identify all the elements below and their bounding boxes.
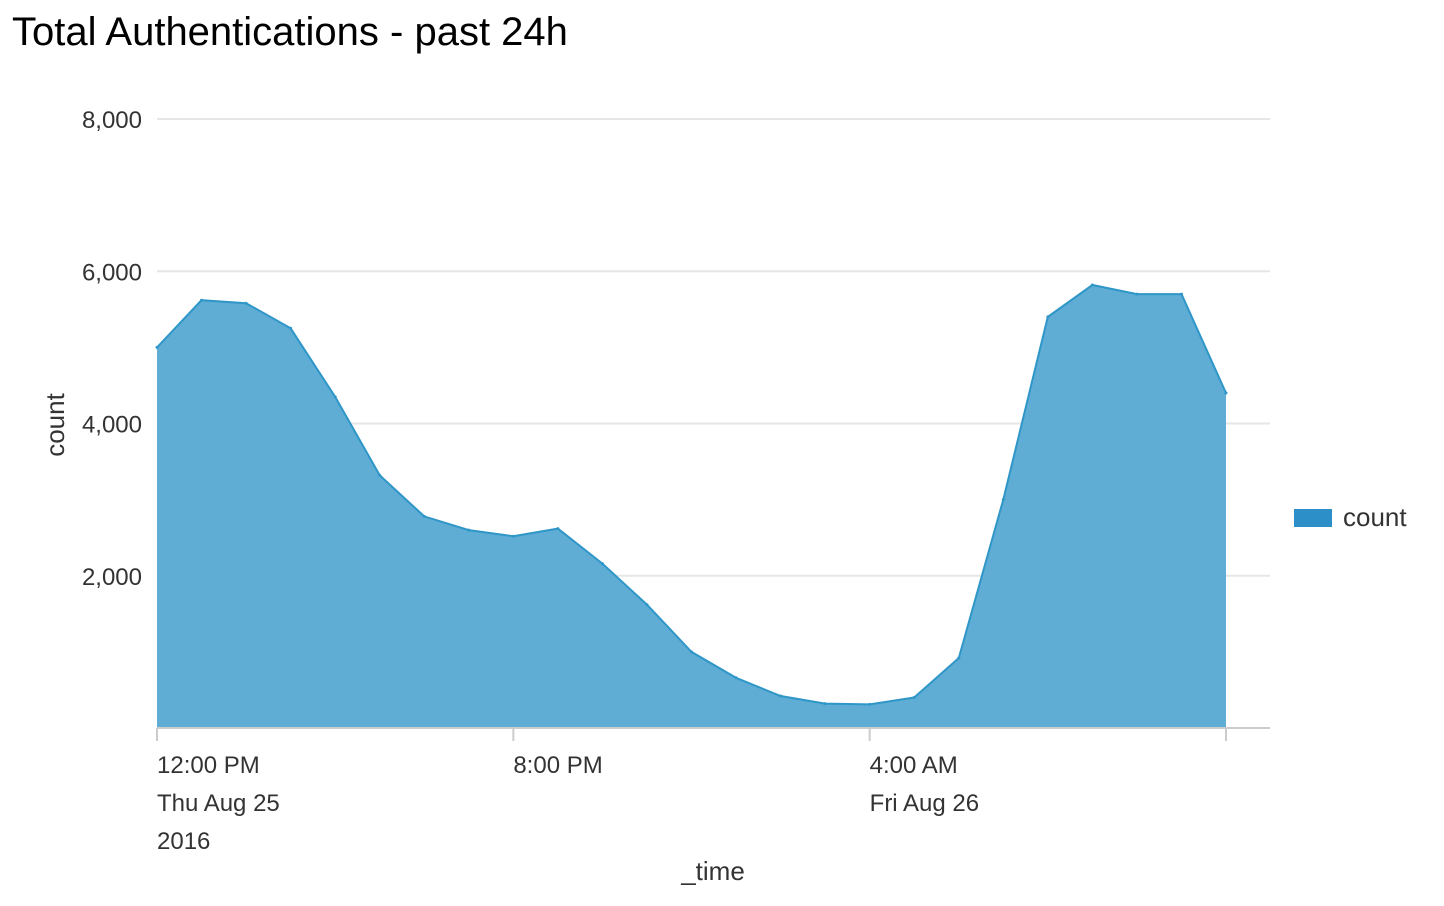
- y-axis-title: count: [40, 392, 70, 456]
- data-point-2: [245, 302, 248, 305]
- data-point-14: [779, 695, 782, 698]
- x-tick-label-0-2: 2016: [157, 828, 210, 855]
- x-tick-label-1-0: 8:00 PM: [513, 752, 602, 779]
- data-point-16: [868, 703, 871, 706]
- data-point-10: [601, 562, 604, 565]
- data-point-23: [1180, 293, 1183, 296]
- x-axis-title: _time: [680, 856, 745, 886]
- x-tick-label-0-1: Thu Aug 25: [157, 790, 280, 817]
- data-point-21: [1091, 284, 1094, 287]
- legend-swatch-count: [1294, 509, 1332, 527]
- y-tick-label-2000: 2,000: [82, 564, 142, 591]
- data-point-20: [1046, 315, 1049, 318]
- data-point-7: [467, 529, 470, 532]
- data-point-19: [1002, 498, 1005, 501]
- data-point-8: [512, 535, 515, 538]
- y-tick-label-6000: 6,000: [82, 259, 142, 286]
- y-tick-label-4000: 4,000: [82, 412, 142, 439]
- data-point-0: [156, 346, 159, 349]
- data-point-3: [289, 327, 292, 330]
- data-point-9: [556, 527, 559, 530]
- plot-area: [156, 284, 1228, 729]
- data-point-24: [1225, 392, 1228, 395]
- data-point-12: [690, 650, 693, 653]
- data-point-6: [423, 515, 426, 518]
- data-point-4: [334, 395, 337, 398]
- data-point-17: [913, 696, 916, 699]
- x-tick-label-2-1: Fri Aug 26: [870, 790, 979, 817]
- data-point-18: [957, 657, 960, 660]
- legend[interactable]: count: [1294, 502, 1407, 532]
- data-point-5: [378, 474, 381, 477]
- legend-label-count: count: [1343, 502, 1407, 532]
- data-point-1: [200, 299, 203, 302]
- data-point-22: [1135, 293, 1138, 296]
- data-point-11: [646, 603, 649, 606]
- data-point-13: [735, 676, 738, 679]
- x-tick-label-2-0: 4:00 AM: [870, 752, 958, 779]
- series-area-count: [157, 285, 1226, 728]
- y-tick-label-8000: 8,000: [82, 107, 142, 134]
- data-point-15: [824, 702, 827, 705]
- x-tick-label-0-0: 12:00 PM: [157, 752, 260, 779]
